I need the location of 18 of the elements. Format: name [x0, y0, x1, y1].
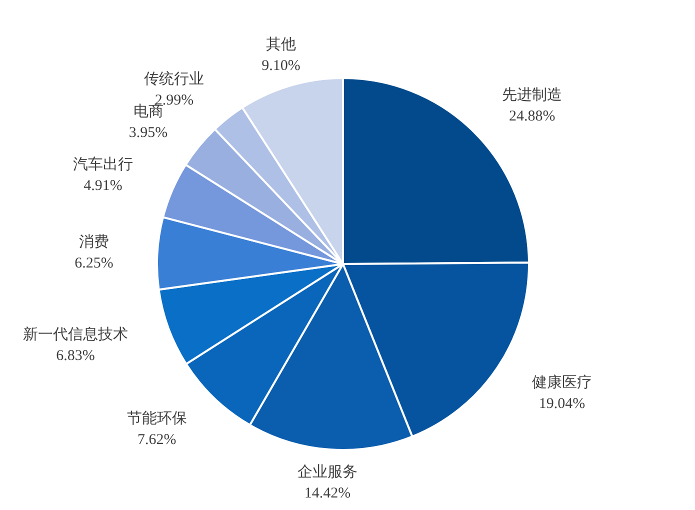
data-label: 14.42%	[304, 485, 351, 502]
slice-label: 健康医疗	[532, 374, 592, 391]
data-label: 9.10%	[262, 58, 300, 74]
slice-label: 汽车出行	[72, 156, 133, 174]
slice-label: 新一代信息技术	[22, 326, 128, 344]
data-label: 19.04%	[538, 396, 586, 412]
data-label: 4.91%	[84, 178, 122, 194]
data-label: 24.88%	[508, 108, 556, 125]
slice-label: 节能环保	[126, 410, 187, 427]
slice-label: 其他	[266, 36, 296, 53]
data-label: 6.83%	[56, 348, 95, 364]
data-label: 6.25%	[74, 256, 114, 272]
data-label: 3.95%	[128, 125, 168, 142]
slice-label: 企业服务	[298, 463, 358, 480]
slice-label: 传统行业	[144, 70, 204, 88]
slice-label: 消费	[79, 234, 110, 251]
slice-label: 先进制造	[502, 86, 562, 104]
data-label: 7.62%	[138, 432, 176, 448]
